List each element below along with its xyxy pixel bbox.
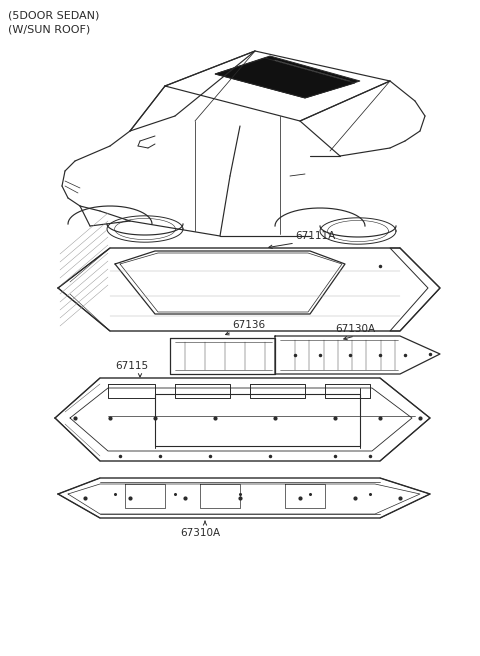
Polygon shape	[232, 60, 350, 94]
Text: 67136: 67136	[232, 320, 265, 330]
Text: 67130A: 67130A	[335, 324, 375, 334]
Polygon shape	[215, 56, 360, 98]
Text: 67310A: 67310A	[180, 528, 220, 538]
Text: 67111A: 67111A	[295, 231, 335, 241]
Text: 67115: 67115	[115, 361, 148, 371]
Polygon shape	[215, 58, 355, 98]
Text: (W/SUN ROOF): (W/SUN ROOF)	[8, 24, 90, 34]
Text: (5DOOR SEDAN): (5DOOR SEDAN)	[8, 11, 99, 21]
